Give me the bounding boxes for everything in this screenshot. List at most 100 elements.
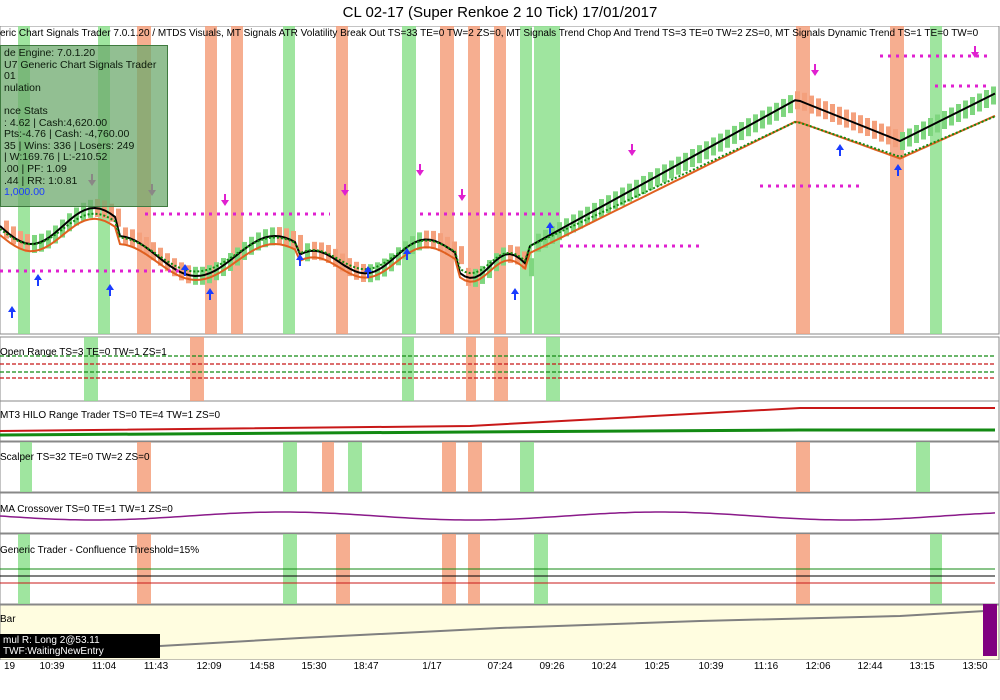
panel-signal-band [348,442,362,492]
price-candle [767,106,772,125]
buy-arrow-icon [296,254,304,266]
price-candle [718,133,723,152]
buy-arrow-icon [546,222,554,234]
time-axis-tick: 11:16 [753,661,779,672]
indicator-list: eric Chart Signals Trader 7.0.1.20 / MTD… [0,28,979,39]
price-candle [697,145,702,164]
time-axis-tick: 10:39 [698,661,724,672]
signal-band [440,26,454,334]
time-axis-tick: 11:04 [91,661,117,672]
price-candle [942,111,947,129]
price-candle [4,220,9,239]
price-candle [389,253,394,272]
time-axis-tick: 10:39 [39,661,65,672]
signal-band [796,26,810,334]
price-candle [242,241,247,260]
stats-line: de Engine: 7.0.1.20 [4,47,96,59]
panel-label-hilo: MT3 HILO Range Trader TS=0 TE=4 TW=1 ZS=… [0,410,221,421]
price-candle [221,258,226,277]
price-candle [760,110,765,129]
time-axis-tick: 12:06 [805,661,831,672]
price-candle [214,262,219,281]
price-candle [928,118,933,136]
price-candle [655,168,660,187]
price-candle [732,125,737,144]
panel-frame [0,441,1000,493]
buy-arrow-icon [206,288,214,300]
signal-band [336,26,348,334]
panel-signal-band [322,442,334,492]
sell-arrow-icon [416,164,424,176]
time-axis-tick: 18:47 [353,661,379,672]
panel-signal-band [494,337,508,401]
price-candle [599,199,604,218]
buy-arrow-icon [106,284,114,296]
panel-label-scalper: Scalper TS=32 TE=0 TW=2 ZS=0 [0,452,150,463]
ma-crossover-line [0,511,996,521]
price-candle [487,260,492,279]
price-candle [606,195,611,214]
panel-label-open-range: Open Range TS=3 TE=0 TW=1 ZS=1 [0,347,167,358]
buy-arrow-icon [8,306,16,318]
signal-band [520,26,532,334]
price-candle [676,156,681,175]
stats-line: : 4.62 | Cash:4,620.00 [4,116,108,129]
sell-arrow-icon [458,189,466,201]
time-axis-tick: 07:24 [487,661,513,672]
sell-arrow-icon [341,184,349,196]
panel-frame [0,492,1000,534]
price-candle [494,253,499,272]
stats-line: | W:169.76 | L:-210.52 [4,151,108,164]
panel-signal-band [796,442,810,492]
signal-band [402,26,416,334]
time-axis-tick: 19 [4,661,16,672]
price-candle [690,149,695,167]
chart-canvas[interactable] [0,26,1000,660]
panel-signal-band [20,442,32,492]
signal-band [231,26,243,334]
price-candle [158,247,163,266]
price-candle [291,231,296,250]
panel-signal-band [468,442,482,492]
panel-signal-band [546,337,560,401]
buy-arrow-icon [511,288,519,300]
moving-average-black [0,92,996,279]
current-bar-marker [983,604,997,656]
price-candle [53,225,58,244]
price-candle [501,247,506,266]
time-axis-tick: 15:30 [301,661,327,672]
price-candle [529,258,534,277]
price-candle [970,97,975,115]
price-candle [711,137,716,156]
time-axis-tick: 09:26 [539,661,565,672]
panel-label-bar: Bar [0,614,16,625]
panel-signal-band [137,442,151,492]
price-candle [480,265,485,284]
panel-signal-band [442,442,456,492]
price-candle [921,121,926,140]
price-candle [571,214,576,233]
price-candle [963,100,968,119]
price-candle [172,258,177,277]
panel-signal-band [84,337,98,401]
price-candle [235,247,240,266]
signal-band [930,26,942,334]
stats-line: 01 [4,70,16,83]
hilo-line-red [0,407,995,432]
price-candle [991,86,996,105]
panel-signal-band [466,337,476,401]
panel-signal-band [520,442,534,492]
signal-band [534,26,560,334]
price-candle [452,241,457,260]
price-candle [144,237,149,256]
moving-average-dotted [0,115,996,275]
signal-band [890,26,904,334]
price-candle [662,164,667,183]
price-candle [683,152,688,171]
price-candle [109,203,114,222]
price-candle [634,179,639,198]
panel-frame [0,604,1000,660]
price-candle [704,141,709,160]
price-candle [375,262,380,281]
sell-arrow-icon [628,144,636,156]
